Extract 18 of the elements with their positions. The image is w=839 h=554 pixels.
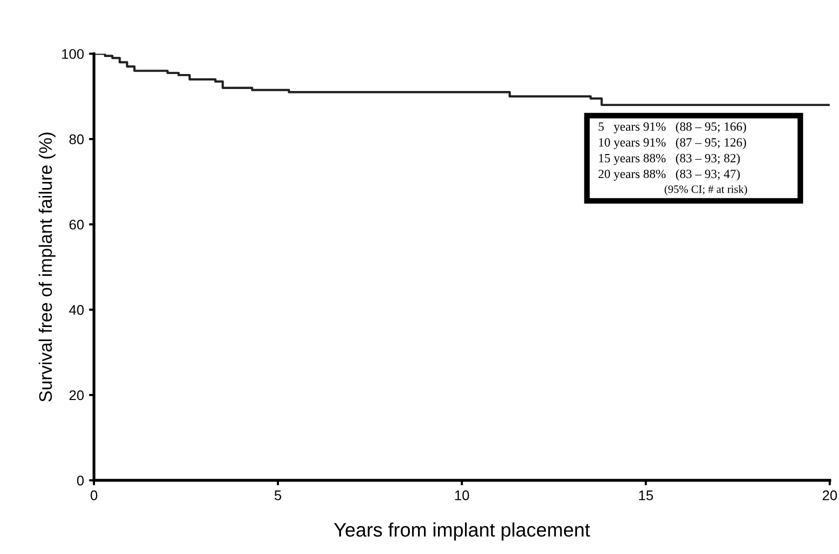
x-axis-title: Years from implant placement <box>334 522 590 541</box>
y-tick-label: 0 <box>77 476 84 486</box>
annotation: 5 years 91% (88 – 95; 166) <box>598 122 746 134</box>
annotation: 10 years 91% (87 – 95; 126) <box>599 138 746 150</box>
annotation: (95% CI; # at risk) <box>664 185 748 196</box>
y-tick-label: 80 <box>69 134 84 144</box>
x-tick-label: 10 <box>455 490 470 500</box>
x-tick-label: 15 <box>639 490 653 500</box>
y-tick-label: 40 <box>69 305 84 315</box>
annotation: 15 years 88% (83 – 93; 82) <box>599 154 740 165</box>
y-axis-title: Survival free of implant failure (%) <box>38 132 56 402</box>
y-tick-label: 20 <box>70 390 84 400</box>
annotation: 20 years 88% (83 – 93; 47) <box>598 169 740 181</box>
y-tick-label: 100 <box>62 49 84 59</box>
x-tick-label: 0 <box>90 490 98 500</box>
x-tick-label: 5 <box>274 490 282 500</box>
x-tick-label: 20 <box>822 490 837 500</box>
y-tick-label: 60 <box>70 220 84 230</box>
